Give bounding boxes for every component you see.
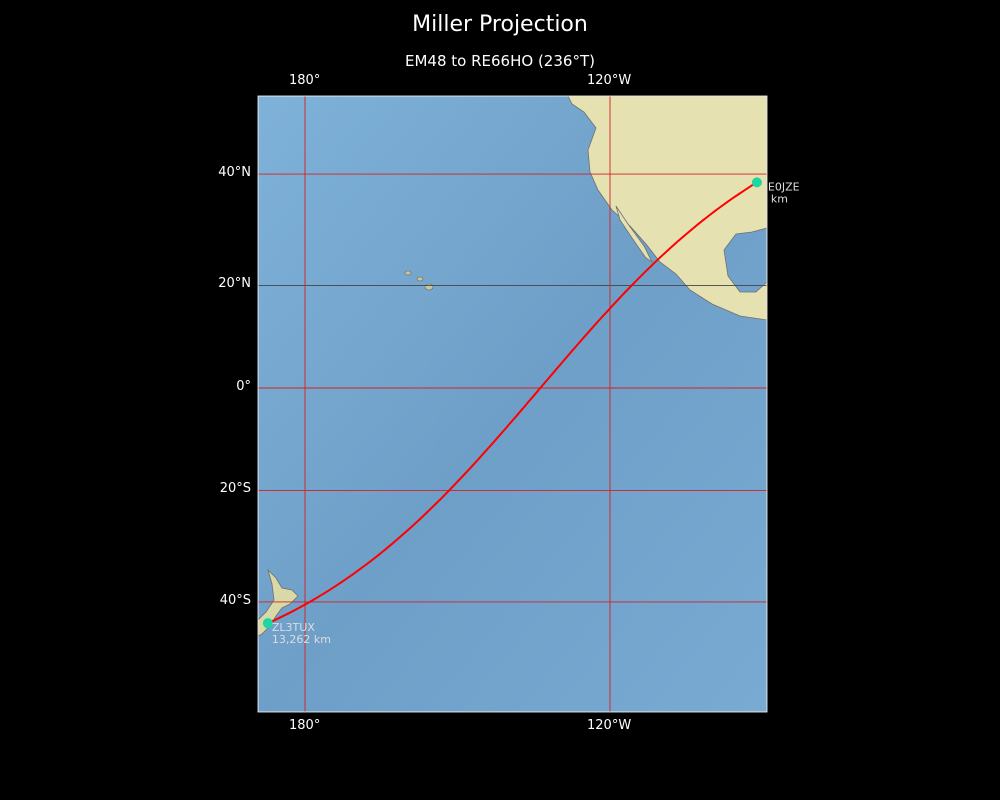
map-area	[258, 96, 767, 712]
lat-label: 40°N	[218, 165, 251, 180]
station-distance: 13,262 km	[272, 633, 331, 646]
graticule	[258, 96, 767, 712]
hawaii-islands	[404, 270, 434, 291]
lat-label: 40°S	[219, 593, 251, 608]
station-callsign: E0JZE	[768, 180, 800, 193]
map-subtitle: EM48 to RE66HO (236°T)	[405, 52, 595, 70]
bottom-lon-label: 180°	[289, 718, 321, 733]
station-callsign: ZL3TUX	[272, 621, 315, 634]
top-lon-label: 180°	[289, 73, 321, 88]
station-marker	[751, 177, 762, 188]
top-lon-label: 120°W	[587, 73, 632, 88]
lat-label: 20°N	[218, 276, 251, 291]
station-marker	[262, 618, 273, 629]
baja-california	[615, 205, 654, 264]
bottom-lon-label: 120°W	[587, 718, 632, 733]
station-distance: km	[771, 192, 788, 205]
lat-label: 20°S	[219, 481, 251, 496]
lat-label: 0°	[236, 379, 251, 394]
great-circle-path	[267, 181, 758, 625]
map-title: Miller Projection	[412, 12, 588, 37]
north-america-land	[567, 96, 767, 321]
map-frame	[257, 95, 768, 713]
